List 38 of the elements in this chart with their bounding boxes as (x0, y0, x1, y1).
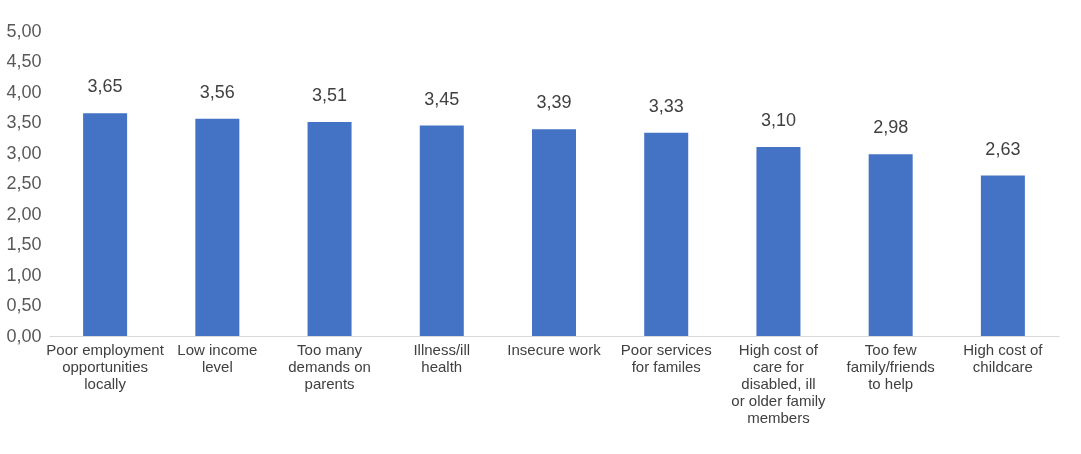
y-tick-label: 1,50 (6, 234, 42, 254)
bar (980, 175, 1025, 336)
data-label: 2,98 (873, 117, 909, 138)
data-label: 3,33 (648, 95, 684, 116)
data-label: 3,45 (424, 88, 460, 109)
x-tick-label: High cost of care for disabled, ill or older family members (731, 340, 827, 426)
y-tick-label: 3,00 (6, 142, 42, 163)
x-tick-label: Poor employment opportunities locally (46, 340, 165, 392)
x-tick-label: Too few family/friends to help (846, 340, 935, 392)
bar (83, 113, 128, 336)
x-tick-label: Insecure work (507, 340, 602, 358)
y-tick-label: 2,50 (6, 173, 42, 193)
y-tick-label: 4,50 (6, 51, 42, 71)
bar (195, 118, 240, 336)
x-tick-label: Poor services for familes (620, 340, 712, 375)
x-tick-label: Illness/ill health (413, 340, 471, 375)
y-tick-label: 4,00 (6, 81, 42, 102)
data-label: 3,10 (760, 109, 796, 130)
y-tick-label: 0,50 (6, 295, 42, 315)
data-label: 2,63 (985, 138, 1021, 159)
y-tick-label: 0,00 (6, 325, 42, 346)
bar (532, 129, 576, 336)
bar (868, 154, 913, 336)
data-label: 3,56 (199, 81, 235, 102)
y-tick-label: 3,50 (6, 112, 42, 132)
y-tick-label: 1,00 (6, 264, 42, 285)
data-label: 3,65 (87, 76, 123, 97)
bar (307, 121, 352, 336)
y-tick-label: 5,00 (6, 20, 42, 41)
x-tick-label: Too many demands on parents (288, 340, 371, 392)
x-tick-label: Low income level (177, 340, 258, 375)
bar (644, 132, 689, 336)
bar (419, 125, 464, 336)
x-tick-label: High cost of childcare (963, 340, 1044, 375)
y-tick-label: 2,00 (6, 203, 42, 224)
data-label: 3,51 (312, 84, 348, 105)
bar (756, 146, 801, 336)
data-label: 3,39 (536, 92, 572, 113)
